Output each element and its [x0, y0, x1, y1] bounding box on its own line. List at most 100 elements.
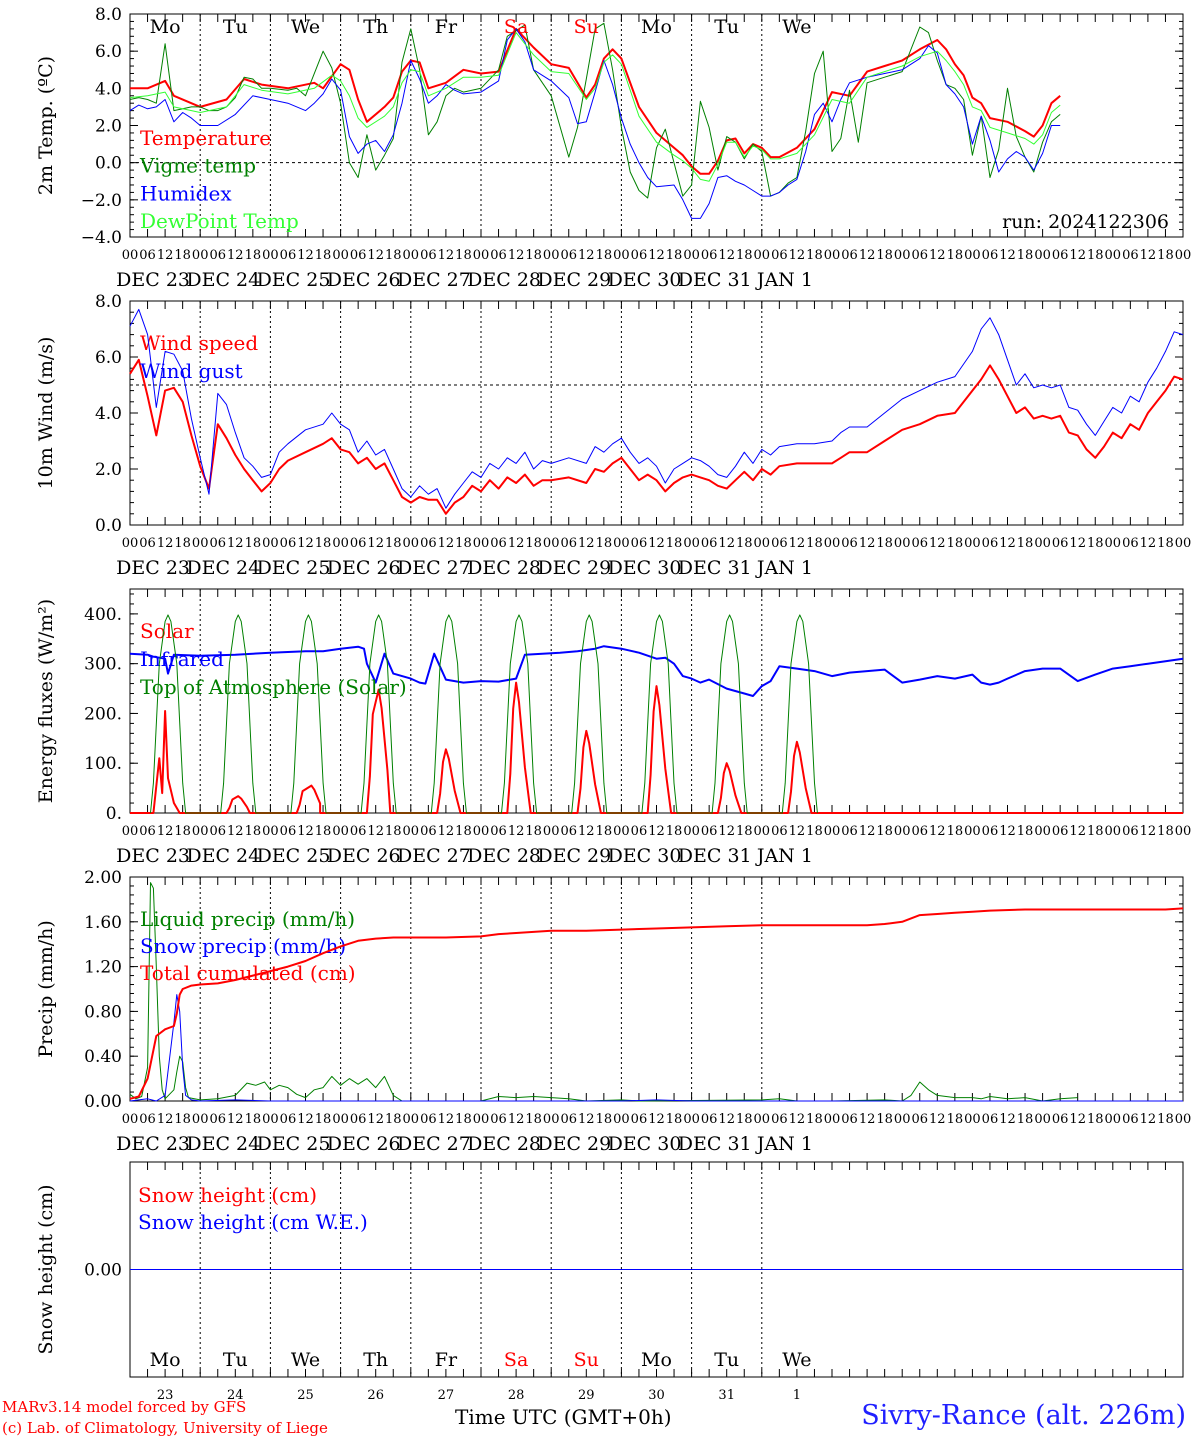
x-tick-label: 00: [403, 1112, 420, 1127]
x-tick-label: 12: [859, 536, 876, 551]
y-tick-label: 8.0: [95, 5, 122, 25]
y-tick-label: 400.: [84, 605, 122, 625]
date-label: DEC 28: [467, 269, 541, 291]
x-tick-label: 06: [280, 824, 297, 839]
panel-precip: 0.00 0.40 0.80 1.20 1.60 2.00 Precip (mm/h) Liq…: [35, 868, 1191, 1155]
x-tick-label: 00: [1175, 248, 1192, 263]
x-tick-label: 12: [438, 824, 455, 839]
x-tick-label: 18: [525, 1112, 542, 1127]
x-tick-label: 00: [543, 248, 560, 263]
x-tick-label: 00: [824, 248, 841, 263]
date-label: DEC 25: [257, 845, 331, 867]
y-tick-label: 4.0: [95, 79, 122, 99]
x-tick-label: 18: [315, 536, 332, 551]
x-tick-label: 06: [490, 1112, 507, 1127]
x-tick-label: 06: [490, 536, 507, 551]
date-label: DEC 29: [537, 269, 611, 291]
series-energy-0: [130, 681, 1183, 814]
x-tick-label: 06: [280, 536, 297, 551]
date-label: DEC 30: [608, 269, 682, 291]
x-tick-label: 06: [1122, 248, 1139, 263]
x-tick-label: 12: [789, 1112, 806, 1127]
date-label: DEC 31: [678, 1133, 752, 1155]
x-tick-label: 18: [736, 824, 753, 839]
x-tick-label: 18: [806, 536, 823, 551]
y-tick-label: 2.00: [84, 868, 122, 888]
x-tick-label: 00: [332, 824, 349, 839]
x-tick-label: 00: [473, 824, 490, 839]
x-tick-label: 12: [789, 248, 806, 263]
y-axis-title: Energy fluxes (W/m²): [35, 599, 57, 803]
weekday-label: Tu: [714, 16, 739, 38]
x-tick-label: 18: [666, 824, 683, 839]
x-tick-label: 18: [876, 536, 893, 551]
legend-entry: Wind speed: [140, 331, 258, 355]
y-tick-label: 200.: [84, 704, 122, 724]
x-axis-title: Time UTC (GMT+0h): [455, 1405, 672, 1429]
legend-entry: Liquid precip (mm/h): [140, 907, 355, 931]
weekday-label: Sa: [504, 1349, 528, 1371]
x-tick-label: 00: [964, 824, 981, 839]
x-tick-label: 00: [1105, 1112, 1122, 1127]
x-tick-label: 06: [701, 1112, 718, 1127]
x-tick-label: 00: [403, 824, 420, 839]
x-tick-label: 00: [543, 1112, 560, 1127]
x-tick-label: 00: [1105, 536, 1122, 551]
x-tick-label: 06: [490, 824, 507, 839]
date-label: DEC 23: [116, 845, 190, 867]
x-tick-label: 18: [525, 824, 542, 839]
x-tick-label: 12: [227, 824, 244, 839]
y-tick-label: 6.0: [95, 348, 122, 368]
x-tick-label: 06: [139, 248, 156, 263]
panel-temperature: −4.0 −2.0 0.0 2.0 4.0 6.0 8.0 2m Temp. (ºC) Temp…: [35, 5, 1191, 291]
x-tick-label: 06: [139, 1112, 156, 1127]
x-tick-label: 00: [262, 1112, 279, 1127]
weekday-label: Sa: [504, 16, 528, 38]
weekday-label: Tu: [223, 16, 248, 38]
x-tick-label: 18: [596, 824, 613, 839]
y-axis-title: Snow height (cm): [35, 1184, 57, 1354]
x-tick-label: 00: [683, 248, 700, 263]
x-tick-label: 18: [245, 248, 262, 263]
x-tick-label: 00: [122, 1112, 139, 1127]
x-tick-label: 06: [280, 248, 297, 263]
legend-entry: DewPoint Temp: [140, 209, 299, 233]
weekday-label: Mo: [150, 1349, 181, 1371]
x-tick-label: 12: [999, 536, 1016, 551]
station-name: Sivry-Rance (alt. 226m): [861, 1400, 1186, 1431]
day-number: 24: [227, 1388, 244, 1403]
x-tick-label: 12: [859, 248, 876, 263]
panel-wind: 0.0 2.0 4.0 6.0 8.0 10m Wind (m/s) Wind speed W…: [35, 292, 1191, 579]
date-label: DEC 28: [467, 1133, 541, 1155]
x-tick-label: 18: [1087, 824, 1104, 839]
x-tick-label: 00: [964, 1112, 981, 1127]
weekday-label: We: [782, 16, 811, 38]
x-tick-label: 06: [560, 824, 577, 839]
x-tick-label: 18: [174, 536, 191, 551]
x-tick-label: 06: [841, 248, 858, 263]
legend-entry: Temperature: [140, 126, 271, 150]
y-tick-label: 6.0: [95, 42, 122, 62]
x-tick-label: 18: [1087, 536, 1104, 551]
x-tick-label: 00: [1034, 1112, 1051, 1127]
x-tick-label: 12: [1069, 824, 1086, 839]
x-tick-label: 00: [894, 1112, 911, 1127]
x-tick-label: 00: [192, 1112, 209, 1127]
x-tick-label: 06: [911, 1112, 928, 1127]
x-tick-label: 00: [683, 1112, 700, 1127]
x-tick-label: 12: [1140, 536, 1157, 551]
date-label: DEC 29: [537, 1133, 611, 1155]
x-tick-label: 00: [403, 536, 420, 551]
date-label: DEC 26: [327, 845, 401, 867]
x-tick-label: 12: [508, 1112, 525, 1127]
x-tick-label: 12: [157, 1112, 174, 1127]
x-tick-label: 12: [297, 824, 314, 839]
x-tick-label: 12: [578, 1112, 595, 1127]
x-tick-label: 06: [982, 248, 999, 263]
x-tick-label: 12: [578, 536, 595, 551]
y-tick-label: 4.0: [95, 404, 122, 424]
x-tick-label: 18: [947, 824, 964, 839]
x-tick-label: 12: [648, 1112, 665, 1127]
date-label: DEC 24: [186, 269, 260, 291]
